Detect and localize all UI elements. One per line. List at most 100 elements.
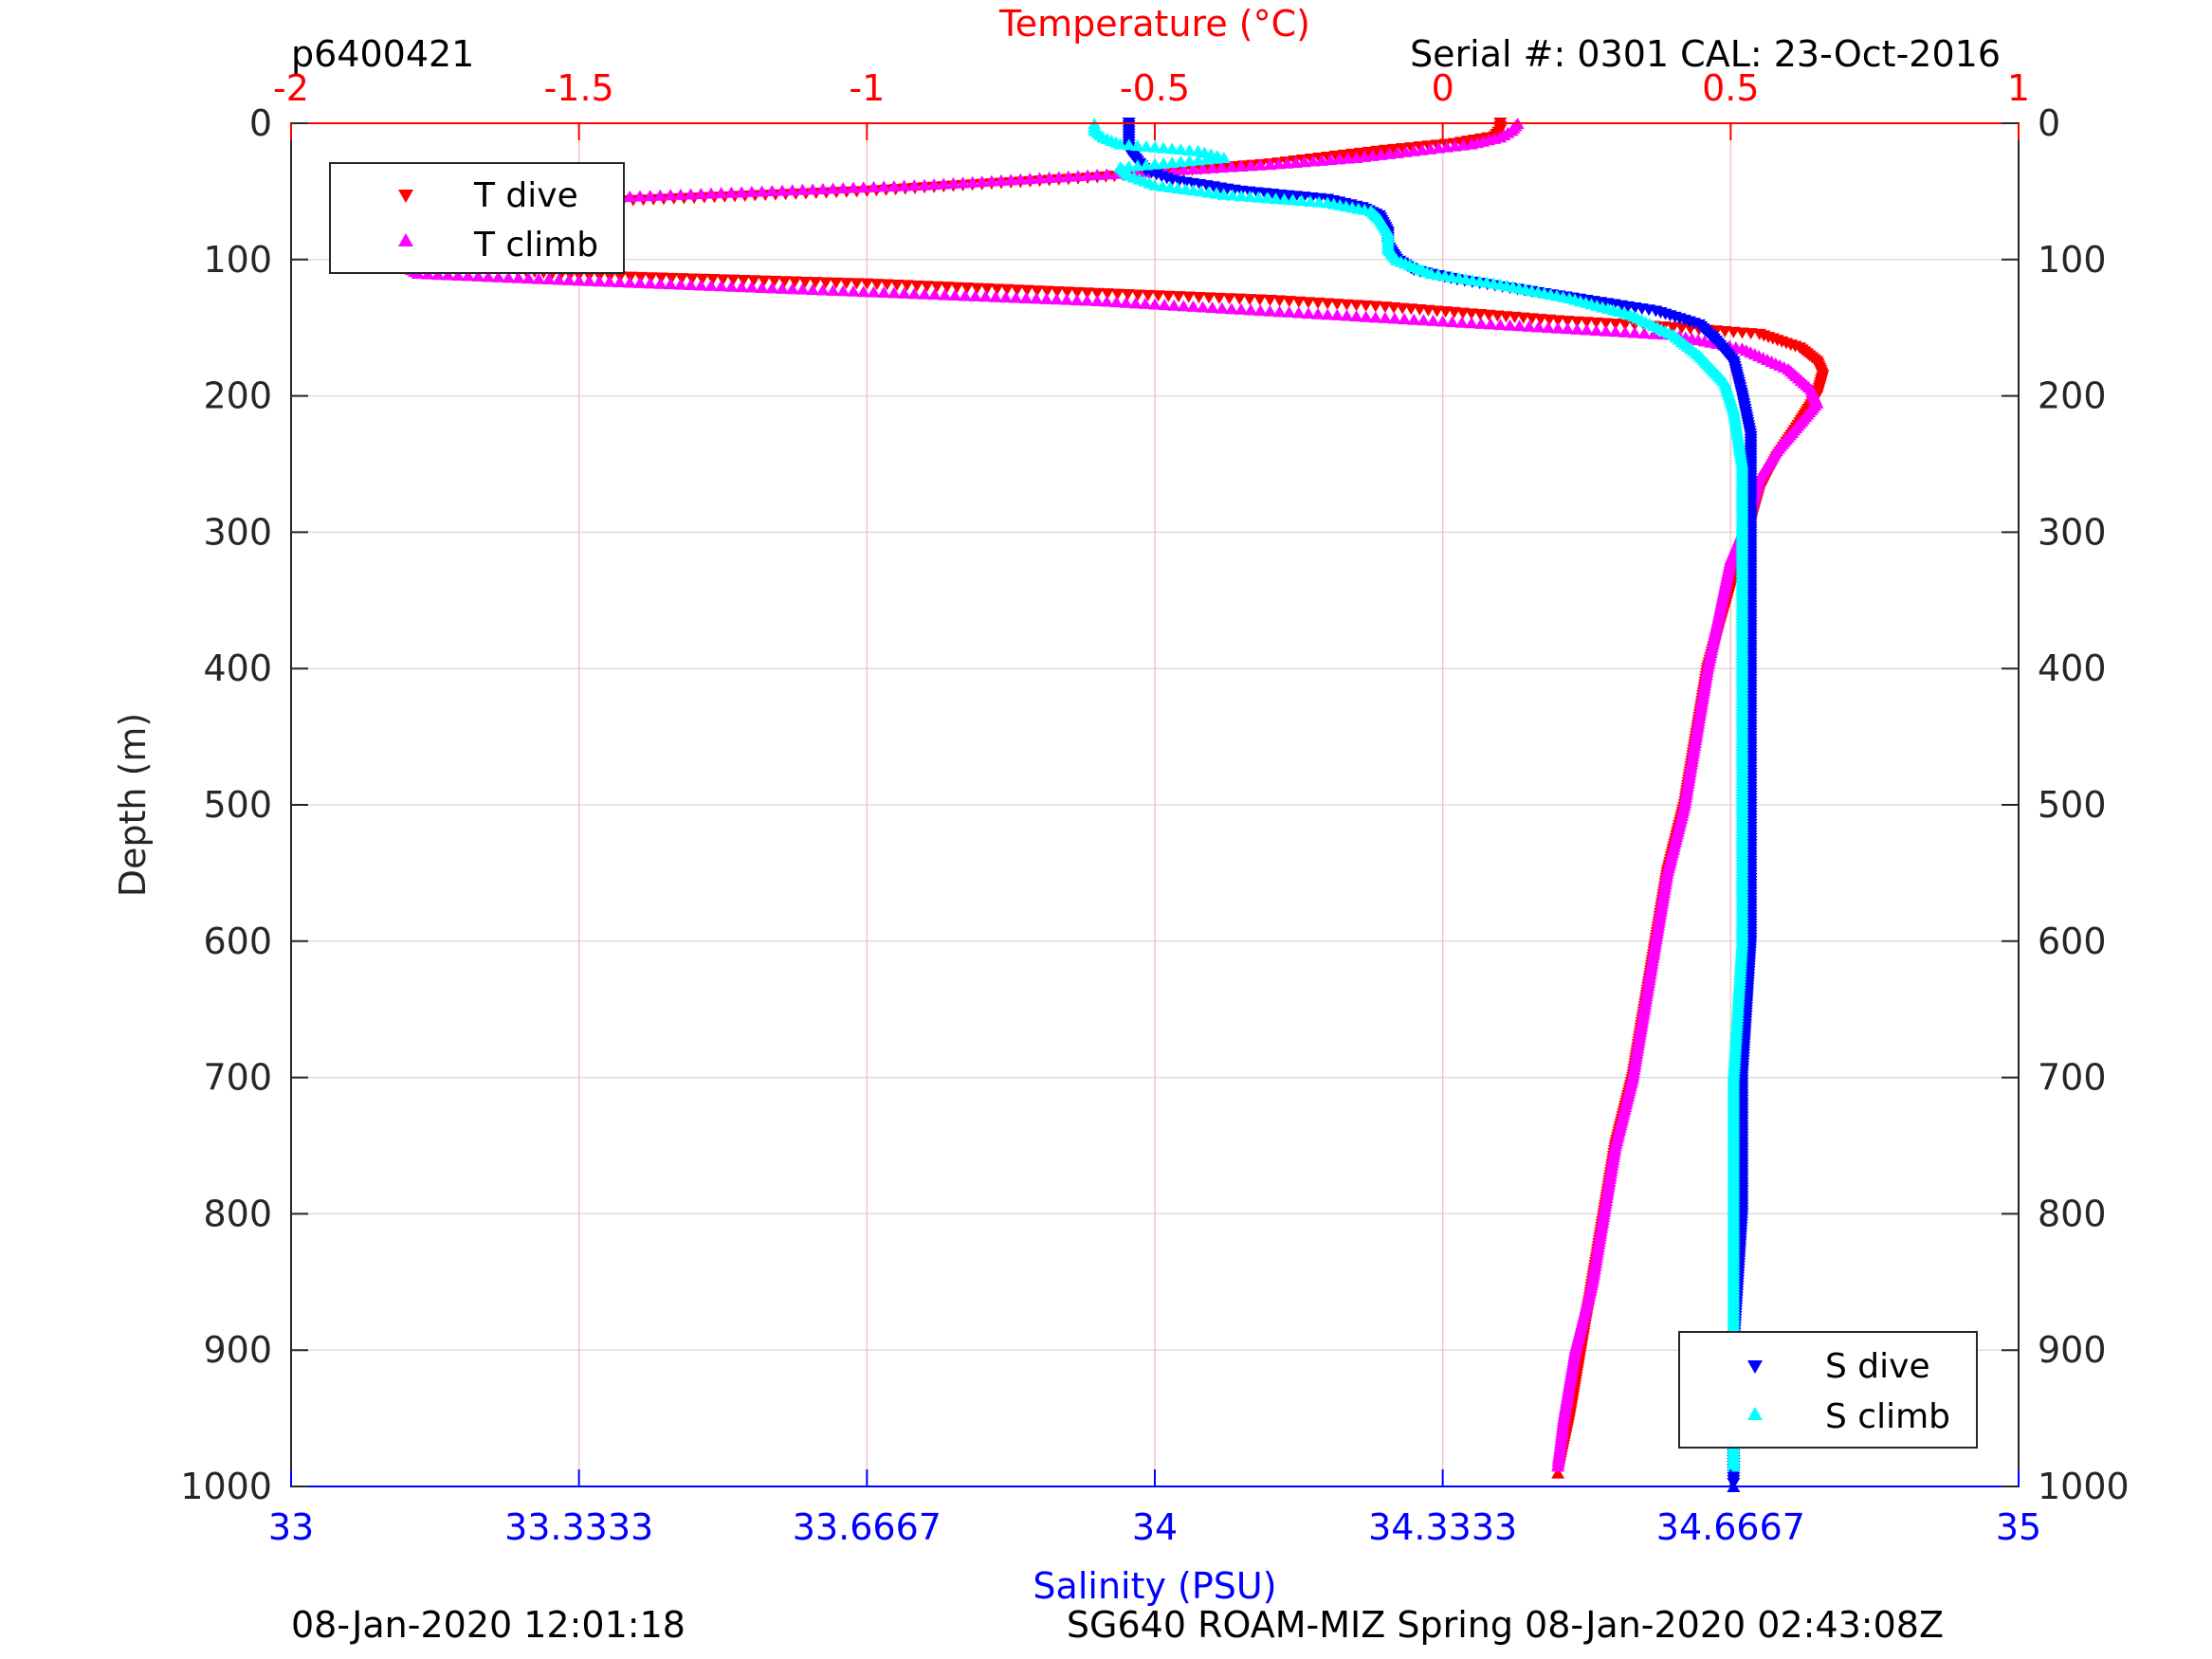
legend-s-climb-marker	[1747, 1407, 1763, 1420]
legend-salinity: S dive S climb	[1678, 1331, 1978, 1449]
data-marker	[1196, 162, 1210, 174]
salinity-tick-label: 34	[1132, 1506, 1178, 1548]
data-marker	[995, 173, 1009, 186]
data-marker	[1177, 163, 1191, 175]
depth-tick-label-right: 300	[2038, 511, 2107, 553]
data-marker	[1081, 169, 1095, 181]
data-marker	[1599, 324, 1613, 337]
data-marker	[1570, 316, 1584, 328]
data-marker	[1599, 318, 1613, 330]
data-marker	[777, 276, 792, 288]
data-marker	[1465, 317, 1479, 329]
data-marker	[675, 273, 689, 285]
data-marker	[1212, 292, 1226, 304]
data-marker	[989, 290, 1003, 302]
depth-tick-label-left: 100	[203, 239, 272, 281]
data-marker	[978, 290, 993, 302]
depth-tick-label-left: 300	[203, 511, 272, 553]
data-marker	[1224, 302, 1238, 315]
data-marker	[684, 188, 698, 200]
data-marker	[1029, 292, 1043, 304]
data-marker	[1224, 160, 1238, 173]
data-marker	[1551, 1460, 1565, 1472]
legend-salinity-box	[1678, 1331, 1978, 1449]
data-marker	[694, 279, 708, 291]
temperature-tick-label: 0.5	[1702, 67, 1759, 109]
data-marker	[1349, 310, 1363, 322]
temperature-tick-label: -0.5	[1120, 67, 1190, 109]
data-marker	[665, 272, 679, 284]
data-marker	[744, 281, 759, 293]
data-marker	[956, 176, 970, 189]
data-marker	[1172, 291, 1186, 303]
data-marker	[1158, 299, 1172, 311]
bottom-axis-title: Salinity (PSU)	[1033, 1565, 1276, 1607]
data-marker	[602, 275, 616, 287]
data-marker	[1340, 309, 1354, 321]
data-marker	[1163, 180, 1178, 192]
data-marker	[1263, 158, 1277, 171]
data-marker	[1199, 153, 1214, 165]
data-marker	[850, 278, 864, 290]
data-marker	[1570, 322, 1584, 335]
data-marker	[1465, 137, 1479, 150]
data-marker	[890, 279, 905, 291]
data-marker	[1151, 290, 1165, 302]
data-marker	[1060, 293, 1074, 305]
series-t-climb	[382, 118, 1824, 1472]
data-marker	[867, 285, 881, 298]
data-marker	[1174, 143, 1188, 155]
data-marker	[927, 178, 941, 191]
data-marker	[1138, 297, 1152, 309]
data-marker	[1512, 319, 1526, 332]
data-marker	[856, 181, 870, 193]
data-marker	[839, 278, 853, 290]
data-marker	[1080, 294, 1094, 306]
data-marker	[1330, 299, 1344, 311]
data-marker	[532, 272, 546, 284]
data-marker	[1359, 300, 1373, 312]
data-marker	[946, 176, 960, 189]
data-marker	[829, 277, 843, 289]
data-marker	[856, 285, 870, 298]
data-marker	[1071, 170, 1086, 182]
data-marker	[970, 283, 984, 295]
data-marker	[716, 274, 730, 286]
data-marker	[1307, 155, 1321, 167]
data-marker	[1156, 179, 1170, 191]
data-marker	[643, 190, 657, 202]
data-marker	[1398, 145, 1413, 157]
data-marker	[907, 287, 922, 300]
depth-tick-label-right: 0	[2038, 102, 2060, 144]
data-marker	[815, 283, 830, 296]
data-marker	[612, 276, 627, 288]
data-marker	[937, 177, 951, 190]
data-marker	[737, 274, 751, 286]
data-marker	[1177, 300, 1191, 312]
data-marker	[1234, 302, 1249, 315]
data-marker	[877, 180, 891, 192]
data-marker	[1618, 325, 1632, 337]
data-marker	[1186, 162, 1200, 174]
data-marker	[1282, 296, 1296, 308]
data-marker	[1205, 161, 1219, 173]
data-marker	[1368, 311, 1382, 323]
data-marker	[1271, 157, 1286, 170]
data-marker	[1122, 138, 1136, 151]
data-marker	[541, 273, 556, 285]
profile-id-label: p6400421	[291, 33, 474, 75]
data-marker	[1202, 292, 1216, 304]
data-marker	[694, 188, 708, 200]
depth-tick-label-left: 200	[203, 375, 272, 417]
data-marker	[1209, 187, 1223, 199]
data-marker	[1291, 306, 1306, 319]
data-marker	[938, 288, 952, 301]
data-marker	[1263, 304, 1277, 317]
depth-tick-label-right: 100	[2038, 239, 2107, 281]
data-marker	[1040, 285, 1054, 298]
data-marker	[664, 189, 678, 201]
data-marker	[940, 282, 954, 294]
data-marker	[1561, 322, 1575, 335]
data-marker	[1542, 321, 1556, 334]
temperature-tick-label: 1	[2007, 67, 2030, 109]
